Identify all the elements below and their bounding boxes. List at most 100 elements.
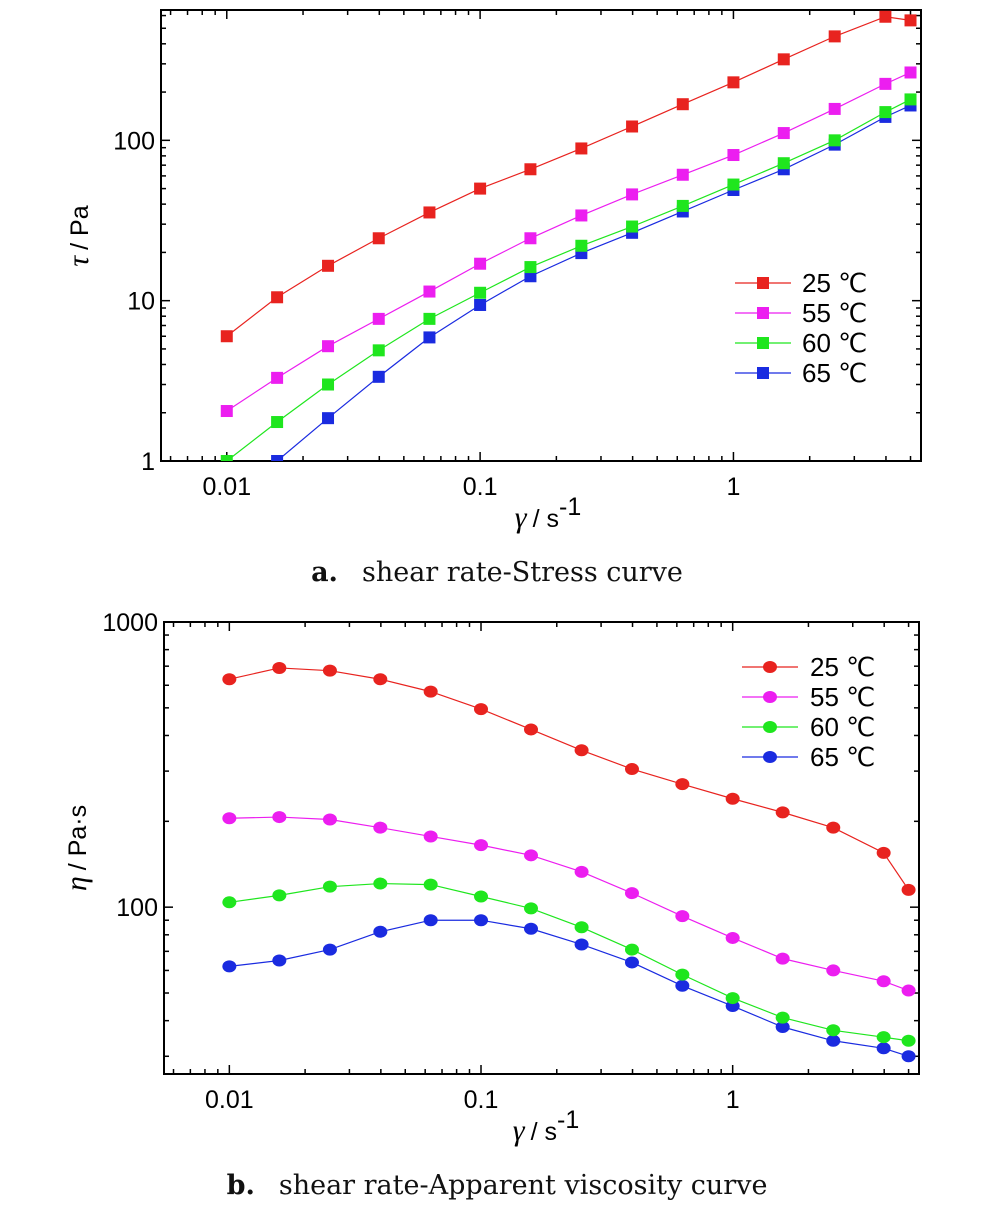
data-point (423, 206, 436, 219)
caption-a: a. shear rate-Stress curve (311, 557, 683, 588)
data-point (901, 1050, 916, 1063)
legend-a: 25 ℃55 ℃60 ℃65 ℃ (735, 268, 867, 388)
data-point (524, 723, 539, 736)
series-25C (220, 10, 917, 343)
data-point (271, 455, 284, 461)
data-point (575, 209, 588, 222)
data-point (624, 887, 639, 900)
data-point (879, 77, 892, 90)
data-point (524, 902, 539, 915)
data-point (423, 285, 436, 298)
caption-letter-a: a. (311, 557, 338, 588)
series-55C (220, 66, 917, 418)
x-tick-label: 1 (726, 473, 740, 501)
viscosity-chart: 0.01 0.1 1 100 1000 25 ℃55 ℃60 ℃65 ℃ η / Pa·s… (60, 609, 920, 1201)
legend-item: 25 ℃ (735, 268, 867, 298)
series-line (229, 919, 909, 1057)
data-point (474, 298, 487, 311)
data-point (220, 455, 233, 461)
data-point (372, 232, 385, 245)
data-point (826, 1034, 841, 1047)
data-point (775, 806, 790, 819)
data-point (828, 102, 841, 115)
series-layer-a (220, 10, 917, 461)
legend-item: 55 ℃ (735, 298, 867, 328)
data-point (524, 922, 539, 935)
data-point (727, 178, 740, 191)
data-point (322, 943, 337, 956)
data-point (904, 93, 917, 106)
y-axis-label-b: η / Pa·s (60, 805, 93, 891)
data-point (474, 890, 489, 903)
data-point (775, 1011, 790, 1024)
x-tick-label: 1 (726, 1086, 740, 1114)
data-point (322, 378, 335, 391)
x-axis-label-b: γ / s-1 (513, 1106, 579, 1147)
data-point (624, 763, 639, 776)
data-point (725, 931, 740, 944)
x-axis-symbol-b: γ (513, 1114, 526, 1147)
data-point (222, 960, 237, 973)
data-point (675, 910, 690, 923)
data-point (626, 188, 639, 201)
axis-ticks-a: 0.01 0.1 1 1 10 100 (113, 10, 921, 501)
y-axis-symbol-b: η (60, 876, 93, 891)
data-point (373, 925, 388, 938)
data-point (524, 849, 539, 862)
data-point (574, 744, 589, 757)
legend-marker (757, 367, 769, 379)
data-point (574, 865, 589, 878)
data-point (423, 312, 436, 325)
data-point (222, 896, 237, 909)
data-point (676, 199, 689, 212)
data-point (322, 340, 335, 353)
x-axis-unit-b: / s (531, 1118, 557, 1146)
plot-frame-a (160, 9, 922, 462)
data-point (372, 312, 385, 325)
data-point (322, 259, 335, 272)
data-point (271, 291, 284, 304)
legend-label: 65 ℃ (810, 742, 875, 772)
legend-label: 25 ℃ (802, 268, 867, 298)
data-point (524, 270, 537, 283)
caption-letter-b: b. (227, 1170, 255, 1201)
data-point (474, 286, 487, 299)
series-line (229, 882, 909, 1042)
y-axis-symbol-a: τ (62, 255, 95, 267)
data-point (322, 880, 337, 893)
x-axis-unit-a: / s (533, 505, 559, 533)
data-point (777, 127, 790, 140)
y-axis-label-a: τ / Pa (62, 205, 95, 266)
data-point (574, 921, 589, 934)
plot-frame-b (163, 621, 920, 1075)
data-point (676, 168, 689, 181)
data-point (675, 968, 690, 981)
data-point (775, 952, 790, 965)
x-axis-symbol-a: γ (515, 501, 528, 534)
data-point (675, 979, 690, 992)
data-point (272, 811, 287, 824)
data-point (271, 416, 284, 429)
data-point (626, 220, 639, 233)
data-point (777, 53, 790, 66)
x-tick-label: 0.1 (464, 1086, 499, 1114)
data-point (423, 331, 436, 344)
caption-text-b: shear rate-Apparent viscosity curve (279, 1170, 768, 1201)
x-tick-label: 0.1 (463, 473, 498, 501)
data-point (904, 66, 917, 79)
series-25C (222, 661, 916, 896)
legend-item: 60 ℃ (735, 328, 867, 358)
data-point (575, 142, 588, 155)
x-tick-label: 0.01 (202, 473, 251, 501)
data-point (676, 98, 689, 111)
data-point (474, 703, 489, 716)
data-point (222, 812, 237, 825)
series-layer-b (222, 661, 916, 1063)
x-tick-label: 0.01 (205, 1086, 254, 1114)
y-tick-label: 10 (127, 288, 155, 316)
legend-item: 25 ℃ (742, 652, 875, 682)
data-point (879, 10, 892, 23)
series-line (229, 816, 909, 992)
legend-item: 60 ℃ (742, 712, 875, 742)
